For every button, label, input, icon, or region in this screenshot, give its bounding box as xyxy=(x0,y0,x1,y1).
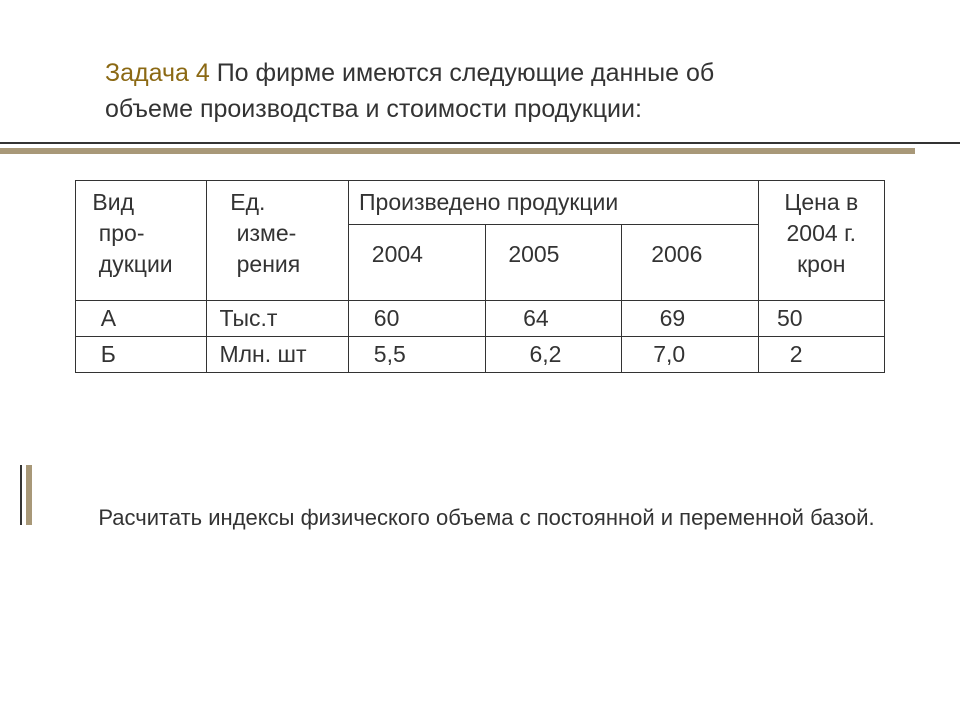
cell-price: 50 xyxy=(758,300,884,336)
cell-2006: 7,0 xyxy=(622,336,759,372)
table-row: А Тыс.т 60 64 69 50 xyxy=(76,300,885,336)
cell-2006: 69 xyxy=(622,300,759,336)
question-text: Расчитать индексы физического объема с п… xyxy=(75,503,885,534)
header-year-2004: 2004 xyxy=(349,224,486,300)
cell-2005: 6,2 xyxy=(485,336,622,372)
left-accent-dark xyxy=(20,465,22,525)
title-text-2: объеме производства и стоимости продукци… xyxy=(105,95,642,123)
title-text-1: По фирме имеются следующие данные об xyxy=(217,59,715,87)
cell-2005: 64 xyxy=(485,300,622,336)
data-table: Вид про- дукции Ед. изме- рения Произвед… xyxy=(75,180,885,373)
cell-price: 2 xyxy=(758,336,884,372)
header-unit: Ед. изме- рения xyxy=(207,180,349,300)
header-year-2006: 2006 xyxy=(622,224,759,300)
header-year-2005: 2005 xyxy=(485,224,622,300)
header-produced: Произведено продукции xyxy=(349,180,759,224)
cell-product: Б xyxy=(76,336,207,372)
table-row: Б Млн. шт 5,5 6,2 7,0 2 xyxy=(76,336,885,372)
divider xyxy=(75,142,885,152)
cell-unit: Млн. шт xyxy=(207,336,349,372)
cell-2004: 5,5 xyxy=(349,336,486,372)
divider-line-light xyxy=(0,148,915,154)
title-block: Задача 4 По фирме имеются следующие данн… xyxy=(75,55,885,128)
cell-product: А xyxy=(76,300,207,336)
task-label: Задача 4 xyxy=(105,59,210,87)
divider-line-dark xyxy=(0,142,960,144)
header-price: Цена в 2004 г. крон xyxy=(758,180,884,300)
header-product: Вид про- дукции xyxy=(76,180,207,300)
left-accent-light xyxy=(26,465,32,525)
slide-container: Задача 4 По фирме имеются следующие данн… xyxy=(0,0,960,720)
table-header-row-1: Вид про- дукции Ед. изме- рения Произвед… xyxy=(76,180,885,224)
cell-unit: Тыс.т xyxy=(207,300,349,336)
cell-2004: 60 xyxy=(349,300,486,336)
